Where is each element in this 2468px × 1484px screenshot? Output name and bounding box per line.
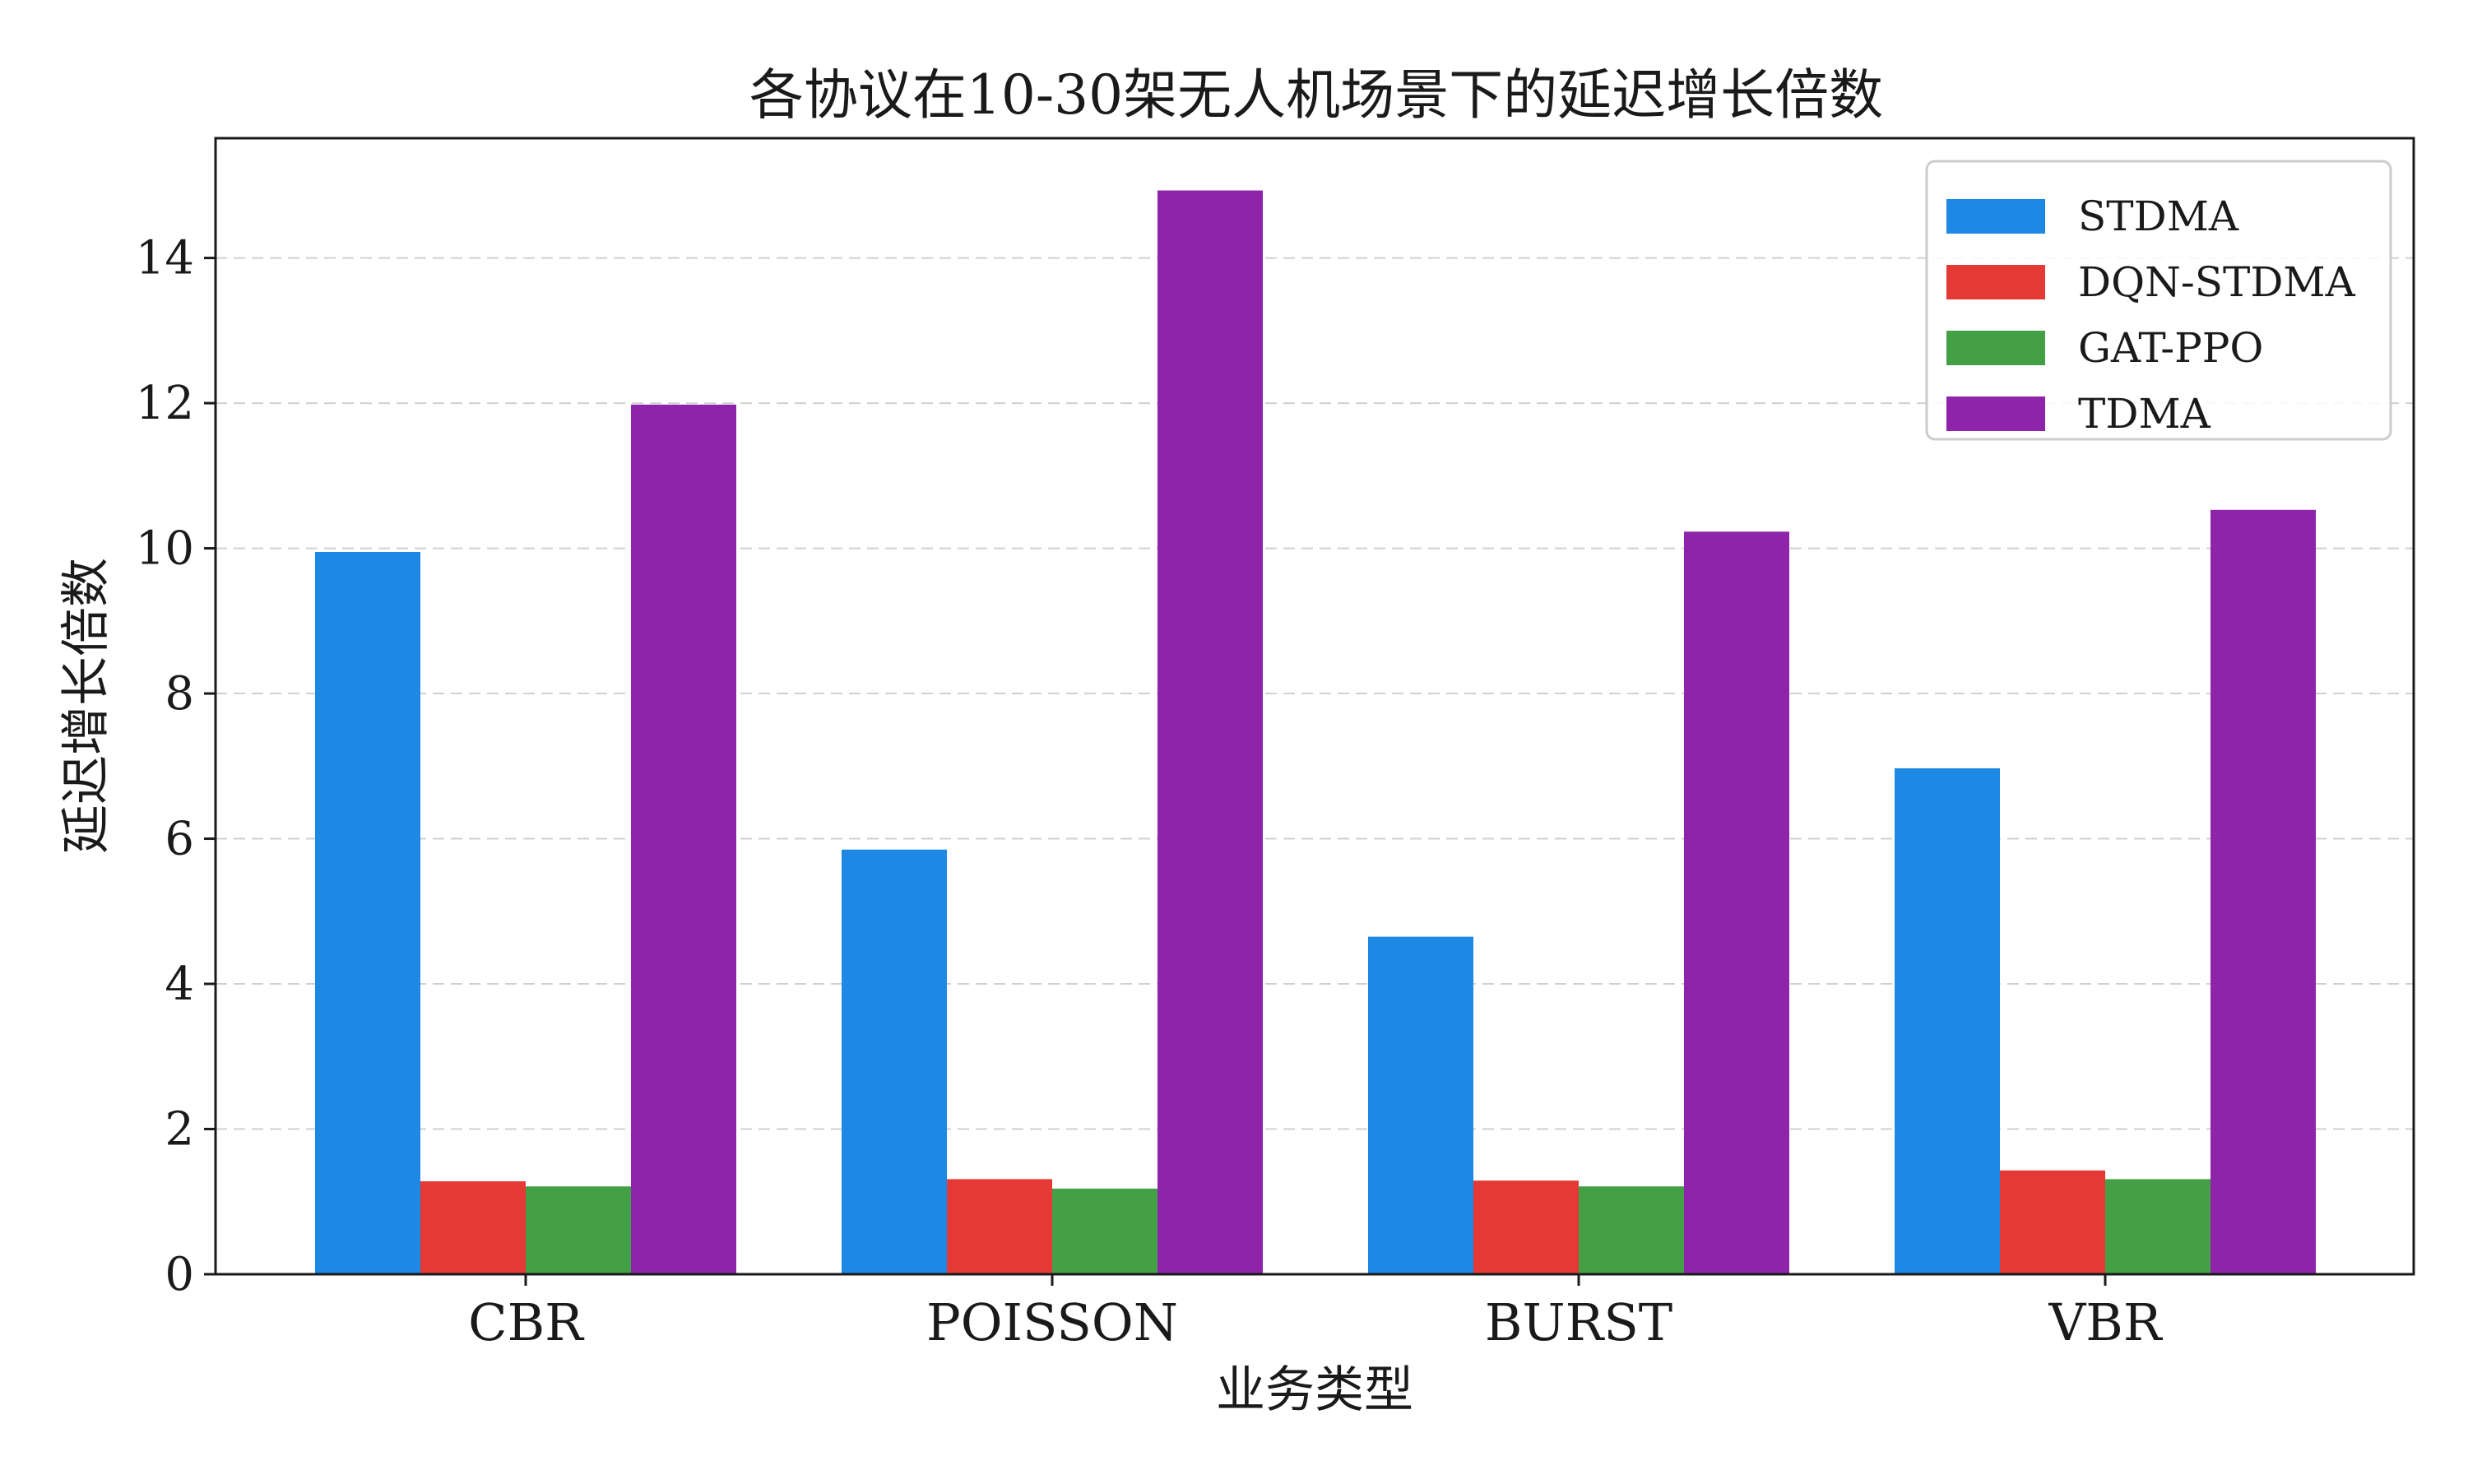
bar-gat-ppo-vbr xyxy=(2105,1179,2211,1274)
bar-tdma-cbr xyxy=(631,404,736,1275)
bar-tdma-burst xyxy=(1684,531,1789,1274)
plot-frame xyxy=(214,137,2415,1276)
bar-dqn-stdma-burst xyxy=(1473,1180,1579,1274)
x-axis: CBR POISSON BURST VBR xyxy=(468,1274,2164,1352)
x-tick-label: CBR xyxy=(468,1292,585,1352)
legend-label: TDMA xyxy=(2078,390,2211,438)
legend-label: GAT-PPO xyxy=(2078,324,2263,372)
x-tick-label: VBR xyxy=(2048,1292,2163,1352)
x-tick-label: BURST xyxy=(1485,1292,1672,1352)
bar-gat-ppo-burst xyxy=(1579,1186,1684,1274)
bar-dqn-stdma-cbr xyxy=(420,1181,526,1274)
bar-dqn-stdma-poisson xyxy=(947,1179,1052,1274)
y-tick-label: 0 xyxy=(165,1248,194,1301)
legend-swatch-tdma xyxy=(1946,397,2045,431)
legend-swatch-stdma xyxy=(1946,199,2045,234)
chart-title: 各协议在10-30架无人机场景下的延迟增长倍数 xyxy=(749,63,1883,127)
bar-stdma-poisson xyxy=(842,849,947,1274)
y-axis-title: 延迟增长倍数 xyxy=(58,558,115,854)
y-tick-label: 6 xyxy=(165,813,194,866)
bars xyxy=(315,190,2316,1275)
legend-label: DQN-STDMA xyxy=(2078,258,2356,306)
bar-dqn-stdma-vbr xyxy=(2000,1170,2105,1274)
legend-swatch-gat-ppo xyxy=(1946,331,2045,365)
bar-gat-ppo-poisson xyxy=(1052,1188,1157,1274)
y-tick-label: 4 xyxy=(165,958,194,1011)
y-tick-label: 10 xyxy=(136,522,194,576)
y-axis: 0 2 4 6 8 10 12 14 xyxy=(136,232,216,1301)
bar-stdma-burst xyxy=(1368,936,1473,1274)
bar-gat-ppo-cbr xyxy=(526,1186,631,1274)
bar-stdma-cbr xyxy=(315,551,420,1274)
y-tick-label: 2 xyxy=(165,1103,194,1157)
y-tick-label: 12 xyxy=(136,377,194,430)
legend-swatch-dqn-stdma xyxy=(1946,265,2045,299)
bar-stdma-vbr xyxy=(1895,768,2000,1274)
y-tick-label: 14 xyxy=(136,232,194,285)
bar-tdma-poisson xyxy=(1157,190,1263,1275)
legend-label: STDMA xyxy=(2078,192,2239,240)
x-axis-title: 业务类型 xyxy=(1216,1361,1413,1419)
x-tick-label: POISSON xyxy=(926,1292,1178,1352)
legend: STDMA DQN-STDMA GAT-PPO TDMA xyxy=(1925,160,2392,441)
bar-tdma-vbr xyxy=(2211,509,2316,1274)
y-tick-label: 8 xyxy=(165,667,194,721)
